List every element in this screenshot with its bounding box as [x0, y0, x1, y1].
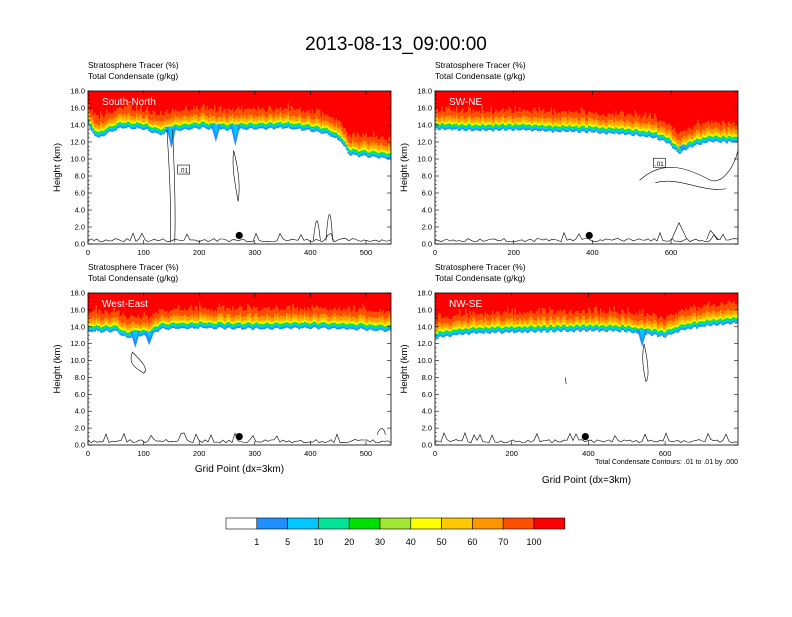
y-tick-label: 0.0: [75, 240, 85, 249]
y-tick-label: 2.0: [75, 223, 85, 232]
y-tick-label: 10.0: [417, 155, 432, 164]
y-tick-label: 2.0: [422, 223, 432, 232]
y-tick-label: 4.0: [422, 206, 432, 215]
contour-label: .01: [179, 168, 188, 175]
x-tick-label: 200: [507, 248, 520, 257]
panel-header-line: Stratosphere Tracer (%): [88, 60, 179, 70]
panel-south-north: Stratosphere Tracer (%)Total Condensate …: [52, 60, 391, 257]
panel-west-east: Stratosphere Tracer (%)Total Condensate …: [52, 262, 391, 475]
y-tick-label: 0.0: [422, 240, 432, 249]
y-tick-label: 14.0: [417, 121, 432, 130]
x-tick-label: 0: [433, 248, 437, 257]
y-tick-label: 6.0: [422, 189, 432, 198]
y-tick-label: 12.0: [70, 138, 85, 147]
y-tick-label: 10.0: [70, 155, 85, 164]
x-tick-label: 200: [193, 248, 206, 257]
x-tick-label: 400: [586, 248, 599, 257]
location-marker: [236, 232, 243, 239]
x-tick-label: 500: [360, 248, 373, 257]
location-marker: [586, 232, 593, 239]
panel-header-line: Total Condensate (g/kg): [88, 273, 178, 283]
panel-header-line: Stratosphere Tracer (%): [88, 262, 179, 272]
panel-header-line: Total Condensate (g/kg): [435, 71, 525, 81]
contour-label: .01: [655, 161, 664, 168]
x-tick-label: 400: [304, 248, 317, 257]
y-tick-label: 4.0: [75, 206, 85, 215]
panel-header-line: Stratosphere Tracer (%): [435, 60, 526, 70]
x-tick-label: 100: [137, 248, 150, 257]
y-axis-label: Height (km): [399, 143, 410, 192]
y-tick-label: 16.0: [417, 104, 432, 113]
x-tick-label: 600: [665, 248, 678, 257]
x-tick-label: 300: [249, 248, 262, 257]
panel-sw-ne: Stratosphere Tracer (%)Total Condensate …: [399, 60, 738, 257]
y-tick-label: 8.0: [422, 172, 432, 181]
y-axis-label: Height (km): [52, 143, 63, 192]
panel-label: SW-NE: [449, 97, 482, 108]
y-tick-label: 14.0: [70, 121, 85, 130]
y-tick-label: 6.0: [75, 189, 85, 198]
x-tick-label: 0: [86, 248, 90, 257]
y-tick-label: 18.0: [417, 87, 432, 96]
panel-header-line: Total Condensate (g/kg): [88, 71, 178, 81]
figure-title: 2013-08-13_09:00:00: [305, 34, 487, 55]
y-tick-label: 16.0: [70, 104, 85, 113]
panel-label: South-North: [102, 97, 156, 108]
y-tick-label: 8.0: [75, 172, 85, 181]
y-tick-label: 12.0: [417, 138, 432, 147]
y-tick-label: 18.0: [70, 87, 85, 96]
panels: Stratosphere Tracer (%)Total Condensate …: [52, 60, 738, 486]
